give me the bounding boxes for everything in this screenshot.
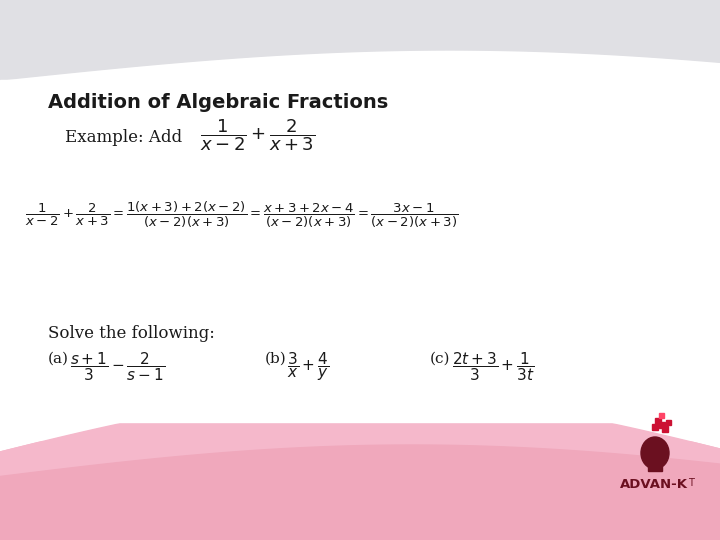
Text: (b): (b) — [265, 352, 287, 366]
Text: $\dfrac{1}{x-2}+\dfrac{2}{x+3}$: $\dfrac{1}{x-2}+\dfrac{2}{x+3}$ — [200, 117, 315, 153]
Text: $\dfrac{s+1}{3}-\dfrac{2}{s-1}$: $\dfrac{s+1}{3}-\dfrac{2}{s-1}$ — [70, 350, 166, 383]
Text: Addition of Algebraic Fractions: Addition of Algebraic Fractions — [48, 93, 388, 112]
Bar — [662, 426, 668, 432]
Bar — [666, 420, 671, 425]
Text: (a): (a) — [48, 352, 69, 366]
Text: Example: Add: Example: Add — [65, 129, 182, 145]
Bar — [659, 422, 665, 428]
Text: Solve the following:: Solve the following: — [48, 325, 215, 342]
Text: $\dfrac{3}{x}+\dfrac{4}{y}$: $\dfrac{3}{x}+\dfrac{4}{y}$ — [287, 350, 330, 383]
Text: $\dfrac{1}{x-2}+\dfrac{2}{x+3}=\dfrac{1(x+3)+2(x-2)}{(x-2)(x+3)}=\dfrac{x+3+2x-4: $\dfrac{1}{x-2}+\dfrac{2}{x+3}=\dfrac{1(… — [25, 200, 459, 230]
Text: ADVAN-K: ADVAN-K — [620, 478, 688, 491]
Text: T: T — [688, 478, 694, 488]
Bar — [0, 80, 720, 430]
Text: $\dfrac{2t+3}{3}+\dfrac{1}{3t}$: $\dfrac{2t+3}{3}+\dfrac{1}{3t}$ — [452, 350, 535, 383]
Bar — [655, 418, 661, 424]
Ellipse shape — [641, 437, 669, 469]
Bar — [648, 461, 662, 471]
Bar — [0, 40, 680, 420]
Text: (c): (c) — [430, 352, 451, 366]
Bar — [659, 413, 664, 418]
Bar — [0, 92, 720, 422]
Bar — [0, 40, 720, 440]
Bar — [652, 424, 658, 430]
